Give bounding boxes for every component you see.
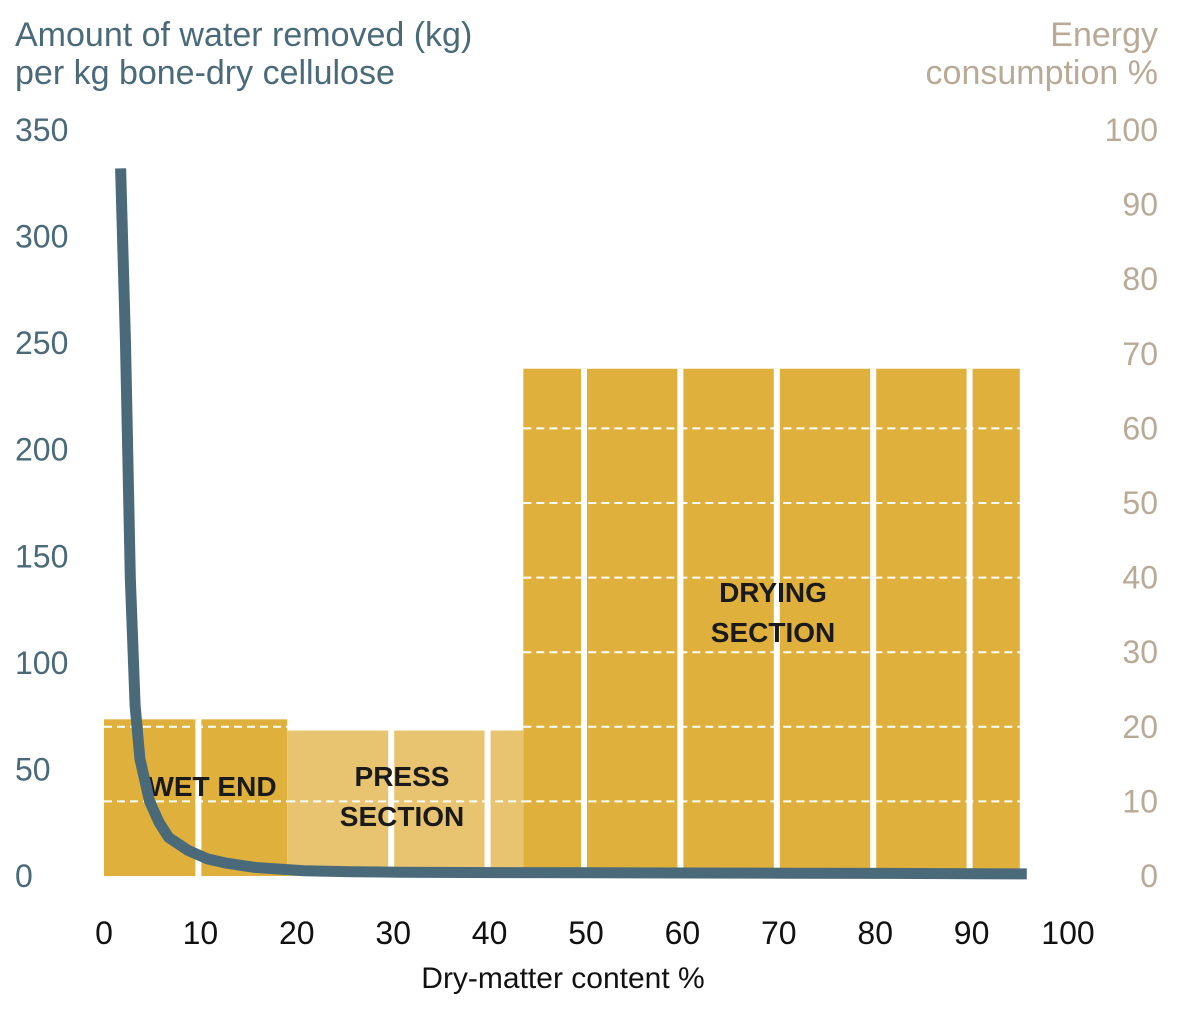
right-axis-title: Energy consumption % — [926, 16, 1158, 92]
right-axis-tick-label: 60 — [1122, 410, 1158, 446]
right-axis-tick-label: 100 — [1105, 112, 1158, 148]
x-axis-tick-label: 10 — [183, 915, 219, 951]
right-axis-tick-label: 90 — [1122, 187, 1158, 223]
right-axis-tick-label: 10 — [1122, 783, 1158, 819]
right-axis-tick-label: 40 — [1122, 560, 1158, 596]
left-axis-tick-label: 50 — [15, 751, 51, 787]
section-label-press-section: PRESS SECTION — [340, 761, 464, 832]
left-axis-tick-label: 100 — [15, 645, 68, 681]
water-removed-curve — [115, 168, 1027, 880]
left-axis-ticks: 0 50 100 150 200 250 300 350 — [15, 112, 68, 894]
section-label-line: WET END — [147, 771, 276, 802]
section-label-line: DRYING — [719, 577, 827, 608]
x-axis-tick-label: 80 — [857, 915, 893, 951]
section-label-line: SECTION — [340, 801, 464, 832]
x-axis-tick-label: 90 — [954, 915, 990, 951]
grid-layer — [104, 427, 1020, 803]
x-axis-tick-label: 20 — [279, 915, 315, 951]
x-axis-title: Dry-matter content % — [421, 962, 704, 995]
left-axis-tick-label: 350 — [15, 112, 68, 148]
section-label-wet-end: WET END — [147, 771, 276, 802]
left-axis-tick-label: 250 — [15, 325, 68, 361]
x-axis-tick-label: 100 — [1041, 915, 1094, 951]
right-axis-tick-label: 20 — [1122, 709, 1158, 745]
x-axis-ticks: 0 10 20 30 40 50 60 70 80 90 100 — [95, 915, 1095, 951]
right-axis-tick-label: 70 — [1122, 336, 1158, 372]
left-axis-tick-label: 0 — [15, 858, 33, 894]
axis-titles-layer: Amount of water removed (kg) per kg bone-… — [15, 16, 1158, 995]
x-axis-tick-label: 30 — [375, 915, 411, 951]
section-bar-press-section — [287, 730, 524, 876]
section-labels-layer: WET END PRESS SECTION DRYING SECTION — [147, 577, 835, 832]
left-axis-title-line: per kg bone-dry cellulose — [15, 54, 395, 92]
right-axis-tick-label: 0 — [1140, 858, 1158, 894]
bars-layer — [104, 368, 1020, 876]
left-axis-tick-label: 150 — [15, 538, 68, 574]
section-label-line: SECTION — [711, 617, 835, 648]
x-axis-tick-label: 60 — [665, 915, 701, 951]
right-axis-tick-label: 30 — [1122, 634, 1158, 670]
right-axis-tick-label: 80 — [1122, 261, 1158, 297]
x-axis-tick-label: 70 — [761, 915, 797, 951]
left-axis-tick-label: 300 — [15, 219, 68, 255]
right-axis-tick-label: 50 — [1122, 485, 1158, 521]
left-axis-title-line: Amount of water removed (kg) — [15, 16, 472, 54]
right-axis-title-line: consumption % — [926, 54, 1158, 92]
section-bar-drying-section — [523, 368, 1020, 876]
curve-layer — [115, 168, 1027, 880]
x-axis-tick-label: 50 — [568, 915, 604, 951]
left-axis-title: Amount of water removed (kg) per kg bone-… — [15, 16, 472, 92]
x-axis-tick-label: 0 — [95, 915, 113, 951]
x-axis-tick-label: 40 — [472, 915, 508, 951]
right-axis-title-line: Energy — [1050, 16, 1158, 54]
section-label-drying-section: DRYING SECTION — [711, 577, 835, 648]
right-axis-ticks: 0 10 20 30 40 50 60 70 80 90 100 — [1105, 112, 1158, 894]
left-axis-tick-label: 200 — [15, 432, 68, 468]
section-label-line: PRESS — [355, 761, 450, 792]
dividers-layer — [195, 368, 973, 876]
